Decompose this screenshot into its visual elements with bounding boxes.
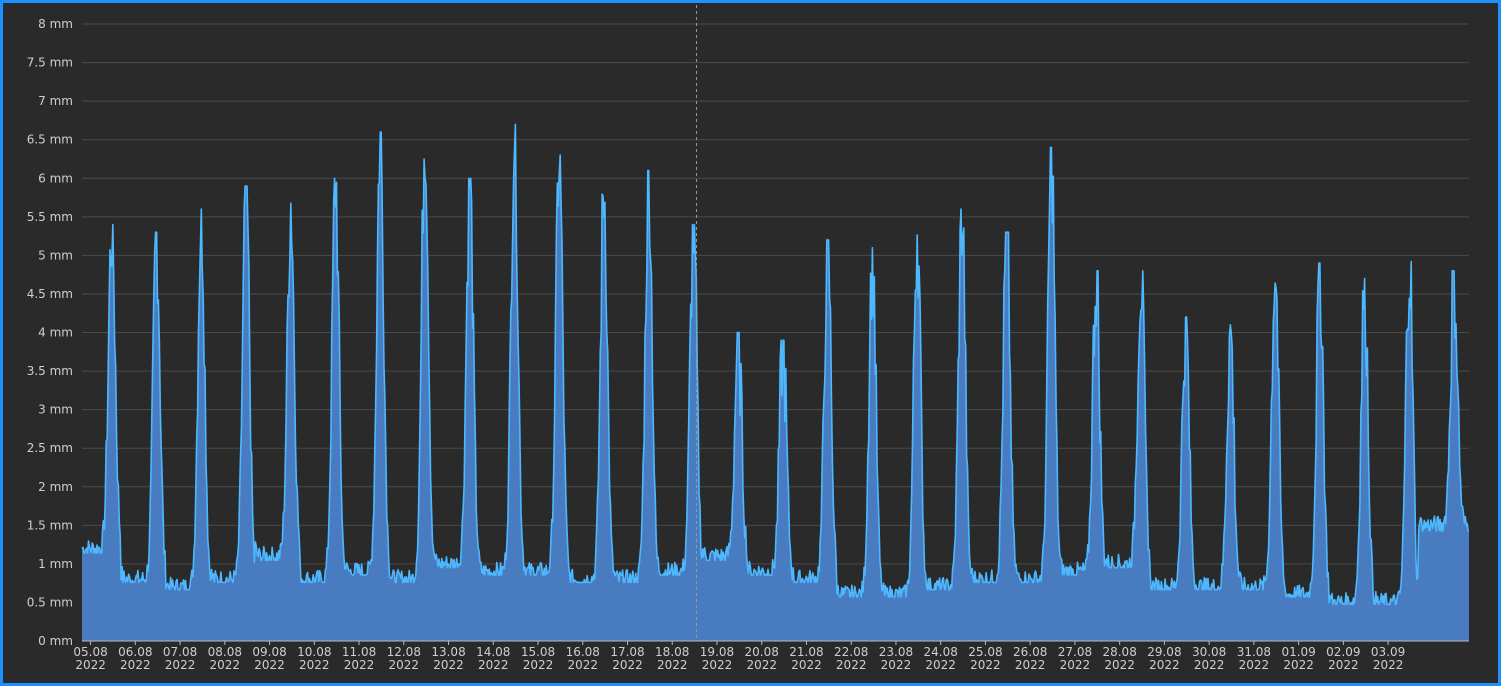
y-tick-label: 8 mm bbox=[38, 17, 73, 31]
x-tick-label-year: 2022 bbox=[1149, 658, 1180, 672]
x-tick-label-day: 29.08 bbox=[1147, 645, 1181, 659]
y-tick-label: 6.5 mm bbox=[27, 133, 73, 147]
y-tick-label: 0.5 mm bbox=[27, 595, 73, 609]
y-tick-label: 4 mm bbox=[38, 326, 73, 340]
x-tick-label-day: 02.09 bbox=[1326, 645, 1360, 659]
x-tick-label-day: 07.08 bbox=[163, 645, 197, 659]
x-tick-label-day: 18.08 bbox=[655, 645, 689, 659]
x-tick-label-day: 14.08 bbox=[476, 645, 510, 659]
x-tick-label-year: 2022 bbox=[836, 658, 867, 672]
x-tick-label-day: 31.08 bbox=[1237, 645, 1271, 659]
y-tick-label: 4.5 mm bbox=[27, 287, 73, 301]
x-tick-label-year: 2022 bbox=[344, 658, 375, 672]
x-tick-label-day: 08.08 bbox=[208, 645, 242, 659]
x-tick-label-day: 09.08 bbox=[252, 645, 286, 659]
x-tick-label-year: 2022 bbox=[433, 658, 464, 672]
area-layer bbox=[81, 123, 1469, 642]
x-tick-label-year: 2022 bbox=[567, 658, 598, 672]
grid-lines bbox=[82, 23, 1469, 642]
x-tick-label-year: 2022 bbox=[746, 658, 777, 672]
y-tick-label: 7 mm bbox=[38, 94, 73, 108]
x-tick-label-day: 30.08 bbox=[1192, 645, 1226, 659]
x-tick-label-day: 10.08 bbox=[297, 645, 331, 659]
x-tick-label-day: 15.08 bbox=[521, 645, 555, 659]
y-tick-label: 5 mm bbox=[38, 248, 73, 262]
x-tick-label-day: 12.08 bbox=[387, 645, 421, 659]
x-tick-label-day: 28.08 bbox=[1102, 645, 1136, 659]
x-tick-label-year: 2022 bbox=[1283, 658, 1314, 672]
x-tick-label-year: 2022 bbox=[657, 658, 688, 672]
x-tick-label-year: 2022 bbox=[1015, 658, 1046, 672]
x-tick-label-day: 03.09 bbox=[1371, 645, 1405, 659]
x-tick-label-year: 2022 bbox=[1373, 658, 1404, 672]
y-tick-label: 6 mm bbox=[38, 171, 73, 185]
x-tick-label-year: 2022 bbox=[478, 658, 509, 672]
x-tick-label-year: 2022 bbox=[389, 658, 420, 672]
y-tick-label: 2 mm bbox=[38, 480, 73, 494]
x-tick-label-year: 2022 bbox=[702, 658, 733, 672]
series-area-fill bbox=[82, 124, 1469, 642]
x-tick-label-year: 2022 bbox=[1239, 658, 1270, 672]
y-tick-label: 1.5 mm bbox=[27, 518, 73, 532]
x-axis-ticks: 05.08202206.08202207.08202208.08202209.0… bbox=[73, 640, 1469, 672]
x-tick-label-day: 26.08 bbox=[1013, 645, 1047, 659]
y-tick-label: 7.5 mm bbox=[27, 56, 73, 70]
x-tick-label-day: 24.08 bbox=[924, 645, 958, 659]
x-tick-label-year: 2022 bbox=[210, 658, 241, 672]
x-tick-label-year: 2022 bbox=[925, 658, 956, 672]
x-tick-label-day: 01.09 bbox=[1281, 645, 1315, 659]
y-tick-label: 0 mm bbox=[38, 634, 73, 648]
x-tick-label-day: 17.08 bbox=[610, 645, 644, 659]
x-tick-label-year: 2022 bbox=[1060, 658, 1091, 672]
x-tick-label-day: 23.08 bbox=[879, 645, 913, 659]
x-tick-label-year: 2022 bbox=[970, 658, 1001, 672]
x-tick-label-year: 2022 bbox=[120, 658, 151, 672]
x-tick-label-day: 20.08 bbox=[745, 645, 779, 659]
rainfall-area-chart: 0 mm 0.5 mm 1 mm 1.5 mm 2 mm 2.5 mm 3 mm 3.5 mm… bbox=[27, 5, 1469, 672]
x-tick-label-year: 2022 bbox=[165, 658, 196, 672]
x-tick-label-day: 06.08 bbox=[118, 645, 152, 659]
x-tick-label-year: 2022 bbox=[881, 658, 912, 672]
x-tick-label-day: 27.08 bbox=[1058, 645, 1092, 659]
y-tick-label: 1 mm bbox=[38, 557, 73, 571]
x-tick-label-year: 2022 bbox=[1194, 658, 1225, 672]
y-axis-ticks: 0 mm 0.5 mm 1 mm 1.5 mm 2 mm 2.5 mm 3 mm 3.5 mm… bbox=[27, 17, 73, 648]
x-tick-label-year: 2022 bbox=[299, 658, 330, 672]
y-tick-label: 3 mm bbox=[38, 403, 73, 417]
x-tick-label-day: 16.08 bbox=[566, 645, 600, 659]
x-tick-label-year: 2022 bbox=[523, 658, 554, 672]
x-tick-label-year: 2022 bbox=[254, 658, 285, 672]
x-tick-label-day: 22.08 bbox=[834, 645, 868, 659]
x-tick-label-year: 2022 bbox=[75, 658, 106, 672]
x-tick-label-year: 2022 bbox=[1104, 658, 1135, 672]
series-line bbox=[81, 123, 1469, 606]
x-tick-label-day: 21.08 bbox=[789, 645, 823, 659]
x-tick-label-day: 05.08 bbox=[73, 645, 107, 659]
x-tick-label-year: 2022 bbox=[612, 658, 643, 672]
x-tick-label-day: 11.08 bbox=[342, 645, 376, 659]
x-tick-label-day: 19.08 bbox=[700, 645, 734, 659]
y-tick-label: 3.5 mm bbox=[27, 364, 73, 378]
x-tick-label-day: 13.08 bbox=[431, 645, 465, 659]
x-tick-label-year: 2022 bbox=[791, 658, 822, 672]
x-tick-label-year: 2022 bbox=[1328, 658, 1359, 672]
x-tick-label-day: 25.08 bbox=[968, 645, 1002, 659]
y-tick-label: 5.5 mm bbox=[27, 210, 73, 224]
y-tick-label: 2.5 mm bbox=[27, 441, 73, 455]
